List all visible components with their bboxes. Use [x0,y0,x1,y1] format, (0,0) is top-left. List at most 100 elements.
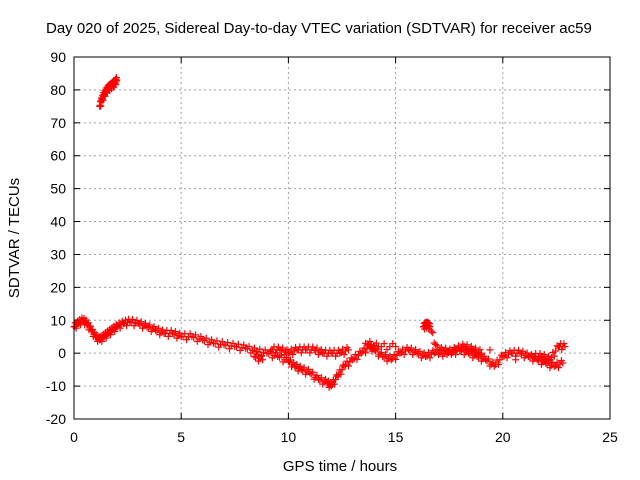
data-point [439,352,447,360]
x-tick-label: 15 [388,429,404,445]
data-point [540,351,548,359]
data-point [245,342,253,350]
data-point [304,365,312,373]
data-point [250,344,258,352]
data-point [353,355,361,363]
data-point [256,345,264,353]
data-point [519,347,527,355]
y-tick-label: -20 [46,411,66,427]
data-point [550,352,558,360]
y-tick-label: 20 [50,279,66,295]
data-point [274,343,282,351]
data-point [362,349,370,357]
data-point [392,343,400,351]
y-tick-label: -10 [46,378,66,394]
data-point [407,344,415,352]
data-point [154,324,162,332]
y-tick-label: 70 [50,115,66,131]
data-point [129,316,137,324]
y-tick-label: 80 [50,82,66,98]
data-point [366,337,374,345]
data-point [392,355,400,363]
data-point [372,339,380,347]
data-point [289,350,297,358]
data-point [313,371,321,379]
x-tick-label: 0 [70,429,78,445]
x-axis-label: GPS time / hours [283,458,397,475]
data-point [561,343,569,351]
data-point [309,343,317,351]
data-point [490,362,498,370]
data-point [306,349,314,357]
y-tick-label: 40 [50,214,66,230]
data-point [224,339,232,347]
data-point [416,347,424,355]
data-point [257,352,265,360]
data-point [427,327,435,335]
data-points [70,74,569,391]
x-tick-labels: 0 5 10 15 20 25 [70,429,618,445]
data-point [424,319,432,327]
data-point [512,356,520,364]
data-point [146,321,154,329]
data-point [202,334,210,342]
data-point [533,355,541,363]
data-point [137,318,145,326]
data-point [429,329,437,337]
data-point [197,333,205,341]
data-point [536,350,544,358]
data-point [133,316,141,324]
data-point [272,349,280,357]
data-point [560,340,568,348]
data-point [382,351,390,359]
data-point [171,328,179,336]
data-point [332,352,340,360]
data-point [313,344,321,352]
data-point [456,347,464,355]
x-tick-label: 5 [177,429,185,445]
data-point [559,359,567,367]
y-tick-label: 10 [50,312,66,328]
data-point [515,346,523,354]
data-point [495,360,503,368]
x-tick-label: 10 [281,429,297,445]
data-point [426,354,434,362]
data-point [164,332,172,340]
data-point [323,352,331,360]
chart-title: Day 020 of 2025, Sidereal Day-to-day VTE… [46,20,592,37]
data-point [503,354,511,362]
data-point [472,344,480,352]
data-point [555,364,563,372]
data-point [234,340,242,348]
data-point [340,350,348,358]
y-tick-label: 0 [58,345,66,361]
data-point [426,323,434,331]
data-point [300,364,308,372]
data-point [116,324,124,332]
data-point [113,76,121,84]
data-point [552,347,560,355]
data-point [447,350,455,358]
y-axis-label: SDTVAR / TECUs [6,178,23,298]
x-tick-label: 20 [495,429,511,445]
data-point [317,374,325,382]
data-point [477,349,485,357]
data-point [87,326,95,334]
data-point [167,326,175,334]
data-point [523,349,531,357]
data-point [463,341,471,349]
data-point [558,346,566,354]
y-tick-label: 90 [50,49,66,65]
y-tick-label: 30 [50,246,66,262]
data-point [467,342,475,350]
data-point [111,327,119,335]
data-point [485,355,493,363]
data-point [344,346,352,354]
data-point [259,356,267,364]
x-tick-label: 25 [602,429,618,445]
data-point [344,362,352,370]
data-point [337,370,345,378]
data-point [123,322,131,330]
plot-frame [73,56,611,420]
